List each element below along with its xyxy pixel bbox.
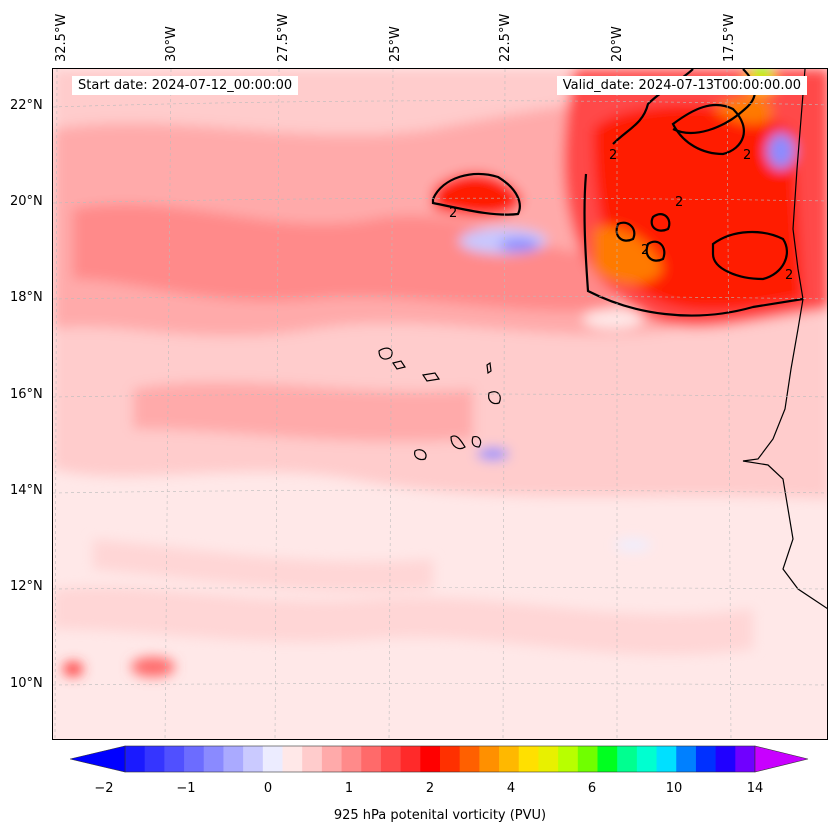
colorbar-max-arrow <box>754 745 809 773</box>
colorbar-cell <box>617 746 638 772</box>
colorbar-cell <box>164 746 185 772</box>
lat-label: 22°N <box>10 98 43 113</box>
lat-label: 16°N <box>10 387 43 402</box>
colorbar-tick-label: 1 <box>344 781 354 796</box>
colorbar-cell <box>302 746 323 772</box>
lat-label: 18°N <box>10 290 43 305</box>
start-date-label: Start date: 2024-07-12_00:00:00 <box>72 76 299 95</box>
colorbar-tick-label: 2 <box>425 781 435 796</box>
valid-date-label: Valid_date: 2024-07-13T00:00:00.00 <box>556 76 807 95</box>
colorbar-min-arrow <box>70 745 126 773</box>
contour-label: 2 <box>449 206 457 221</box>
colorbar-cell <box>223 746 244 772</box>
colorbar-cell <box>282 746 303 772</box>
colorbar-cell <box>125 746 146 772</box>
colorbar-cell <box>459 746 480 772</box>
colorbar-cell <box>577 746 598 772</box>
contour-label: 2 <box>785 268 793 283</box>
colorbar-cell <box>420 746 441 772</box>
colorbar-title: 925 hPa potenital vorticity (PVU) <box>333 808 547 823</box>
colorbar-cell <box>321 746 343 772</box>
lon-label: 22.5°W <box>498 13 513 62</box>
lon-label: 27.5°W <box>276 13 291 62</box>
colorbar-cell <box>361 746 382 772</box>
colorbar-cell <box>341 746 362 772</box>
lon-label: 20°W <box>610 26 625 62</box>
colorbar-tick-label: 4 <box>506 781 516 796</box>
colorbar-cell <box>558 746 579 772</box>
lon-label: 17.5°W <box>722 13 737 62</box>
lon-label: 30°W <box>164 26 179 62</box>
colorbar-cell <box>715 746 736 772</box>
colorbar <box>70 745 809 773</box>
lon-label: 32.5°W <box>54 13 69 62</box>
contour-label: 2 <box>743 148 751 163</box>
pv-shading <box>53 69 827 677</box>
colorbar-tick-label: −1 <box>176 781 196 796</box>
map-plot-area: 2 2 2 2 2 2 <box>52 68 828 740</box>
colorbar-cell <box>499 746 520 772</box>
colorbar-cells <box>124 745 756 773</box>
colorbar-cell <box>518 746 539 772</box>
lat-label: 14°N <box>10 483 43 498</box>
colorbar-cell <box>597 746 618 772</box>
colorbar-cell <box>656 746 677 772</box>
colorbar-cell <box>479 746 500 772</box>
lat-label: 20°N <box>10 194 43 209</box>
contour-label: 2 <box>609 148 617 163</box>
colorbar-cell <box>262 746 283 772</box>
colorbar-cell <box>203 746 224 772</box>
colorbar-cell <box>184 746 205 772</box>
contour-labels: 2 2 2 2 2 2 <box>449 148 793 283</box>
colorbar-tick-label: 10 <box>665 781 683 796</box>
colorbar-cell <box>400 746 421 772</box>
colorbar-tick-label: 6 <box>587 781 597 796</box>
colorbar-tick-label: −2 <box>94 781 114 796</box>
lon-label: 25°W <box>388 26 403 62</box>
colorbar-cell <box>538 746 559 772</box>
colorbar-tick-label: 0 <box>263 781 273 796</box>
colorbar-cell <box>735 746 756 772</box>
colorbar-cell <box>636 746 658 772</box>
colorbar-cell <box>243 746 264 772</box>
lat-label: 12°N <box>10 579 43 594</box>
colorbar-cell <box>144 746 165 772</box>
colorbar-cell <box>380 746 402 772</box>
colorbar-cell <box>440 746 461 772</box>
graticule <box>53 69 827 739</box>
colorbar-cell <box>695 746 717 772</box>
contour-label: 2 <box>641 243 649 258</box>
contour-label: 2 <box>675 195 683 210</box>
coastline <box>742 69 827 610</box>
colorbar-cell <box>676 746 697 772</box>
colorbar-tick-label: 14 <box>746 781 764 796</box>
lat-label: 10°N <box>10 676 43 691</box>
pv-field-map: 2 2 2 2 2 2 <box>53 69 827 739</box>
